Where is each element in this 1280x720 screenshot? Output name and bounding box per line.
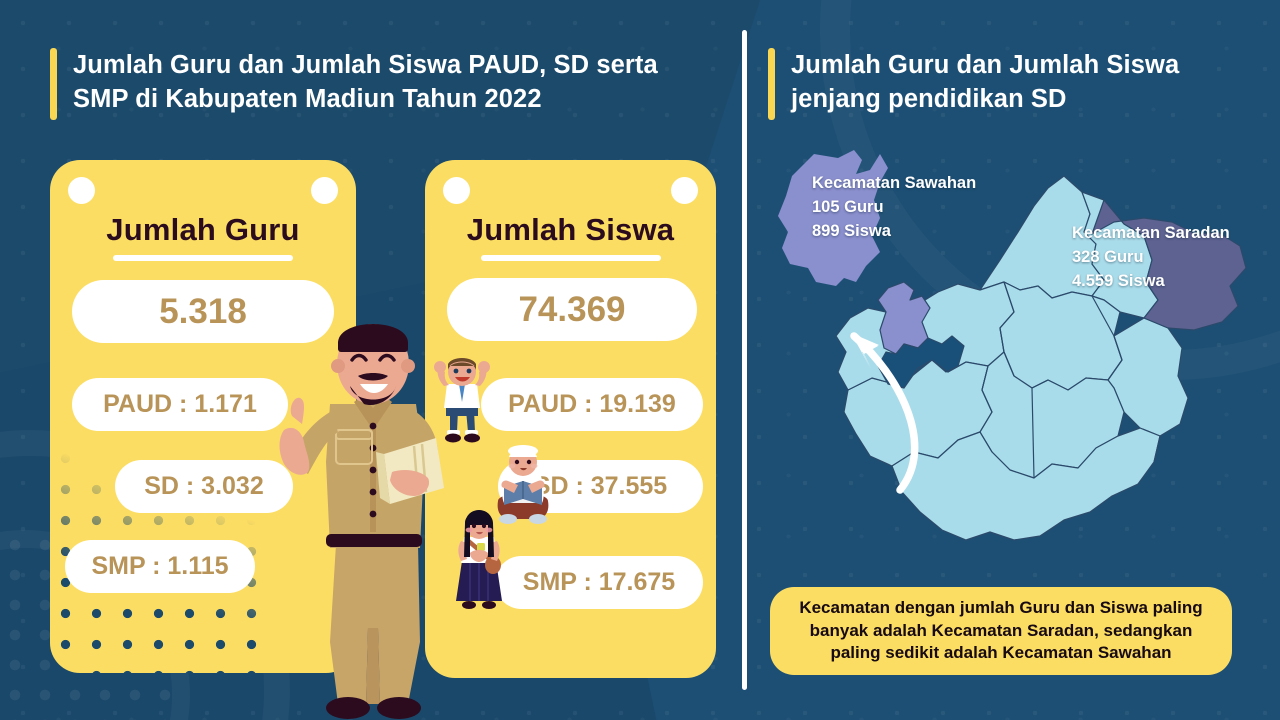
card-item-smp: SMP : 1.115 bbox=[65, 540, 255, 593]
map-district-saradan bbox=[1091, 199, 1247, 331]
card-hole-left-icon bbox=[68, 177, 95, 204]
card-total-value: 5.318 bbox=[72, 280, 334, 343]
map-label-saradan-district: Kecamatan Saradan bbox=[1072, 224, 1230, 242]
card-total-value: 74.369 bbox=[447, 278, 697, 341]
card-title: Jumlah Guru bbox=[106, 212, 300, 247]
card-title: Jumlah Siswa bbox=[466, 212, 675, 247]
map-label-sawahan: Kecamatan Sawahan 105 Guru 899 Siswa bbox=[812, 172, 976, 244]
map-district-dark bbox=[877, 335, 965, 389]
map-label-sawahan-students: 899 Siswa bbox=[812, 221, 891, 240]
panel-divider bbox=[742, 30, 747, 690]
map-kabupaten-madiun[interactable] bbox=[752, 140, 1272, 580]
title-accent-bar bbox=[50, 48, 57, 120]
card-hole-right-icon bbox=[311, 177, 338, 204]
card-title-rule bbox=[113, 255, 293, 261]
card-item-sd: SD : 3.032 bbox=[115, 460, 293, 513]
student-boy-cheering-illustration-icon bbox=[434, 358, 490, 443]
title-accent-bar bbox=[768, 48, 775, 120]
map-label-saradan-students: 4.559 Siswa bbox=[1072, 271, 1165, 290]
card-title-rule bbox=[480, 255, 661, 261]
map-summary-note: Kecamatan dengan jumlah Guru dan Siswa p… bbox=[770, 587, 1232, 675]
right-panel-title: Jumlah Guru dan Jumlah Siswa jenjang pen… bbox=[768, 48, 1238, 120]
map-svg bbox=[778, 150, 1247, 541]
map-summary-note-text: Kecamatan dengan jumlah Guru dan Siswa p… bbox=[799, 597, 1203, 663]
map-inset-sawahan bbox=[778, 150, 888, 286]
map-label-saradan-teachers: 328 Guru bbox=[1072, 247, 1144, 266]
card-hole-right-icon bbox=[671, 177, 698, 204]
map-label-saradan: Kecamatan Saradan 328 Guru 4.559 Siswa bbox=[1072, 222, 1230, 294]
student-girl-illustration-icon bbox=[456, 510, 502, 609]
map-label-sawahan-district: Kecamatan Sawahan bbox=[812, 174, 977, 192]
left-panel-title-text: Jumlah Guru dan Jumlah Siswa PAUD, SD se… bbox=[73, 51, 658, 114]
student-boy-reading-illustration-icon bbox=[497, 445, 549, 524]
map-label-sawahan-teachers: 105 Guru bbox=[812, 197, 884, 216]
right-panel-title-text: Jumlah Guru dan Jumlah Siswa jenjang pen… bbox=[791, 51, 1180, 114]
map-arrow-to-sawahan bbox=[850, 332, 919, 494]
card-item-smp: SMP : 17.675 bbox=[495, 556, 703, 609]
card-item-paud: PAUD : 1.171 bbox=[72, 378, 288, 431]
teacher-illustration-icon bbox=[279, 324, 444, 719]
card-item-paud: PAUD : 19.139 bbox=[481, 378, 703, 431]
card-hole-left-icon bbox=[443, 177, 470, 204]
card-jumlah-guru: Jumlah Guru 5.318 PAUD : 1.171 SD : 3.03… bbox=[50, 160, 356, 673]
left-panel-title: Jumlah Guru dan Jumlah Siswa PAUD, SD se… bbox=[50, 48, 710, 120]
